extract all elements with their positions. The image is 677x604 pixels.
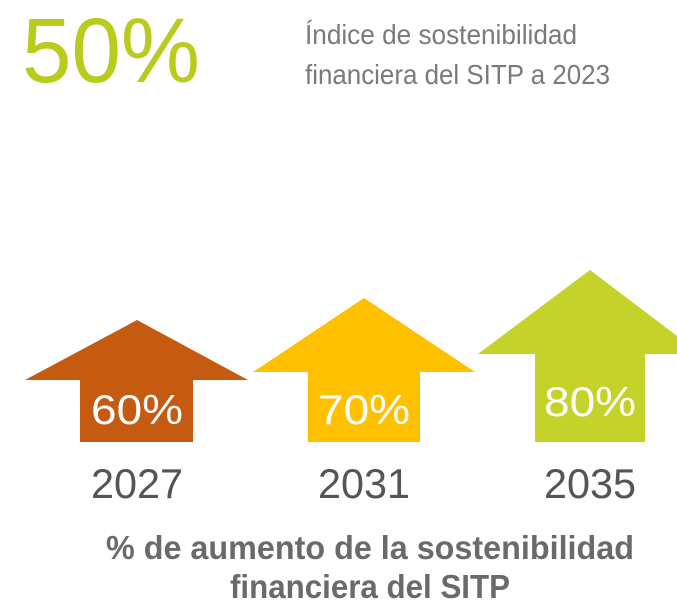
arrow xyxy=(25,320,248,442)
target-value: 80% xyxy=(544,378,636,425)
caption: financiera del SITP xyxy=(230,568,510,604)
target-year: 2031 xyxy=(318,460,410,507)
headline-value: 50% xyxy=(22,0,200,102)
headline-label: Índice de sostenibilidad xyxy=(305,19,577,50)
target-value: 70% xyxy=(318,386,410,433)
arrow xyxy=(253,298,475,442)
arrow xyxy=(478,270,677,442)
target-year: 2035 xyxy=(544,460,636,507)
target-value: 60% xyxy=(91,386,183,433)
target-year: 2027 xyxy=(91,460,183,507)
headline-label: financiera del SITP a 2023 xyxy=(305,59,610,90)
caption: % de aumento de la sostenibilidad xyxy=(106,529,634,566)
